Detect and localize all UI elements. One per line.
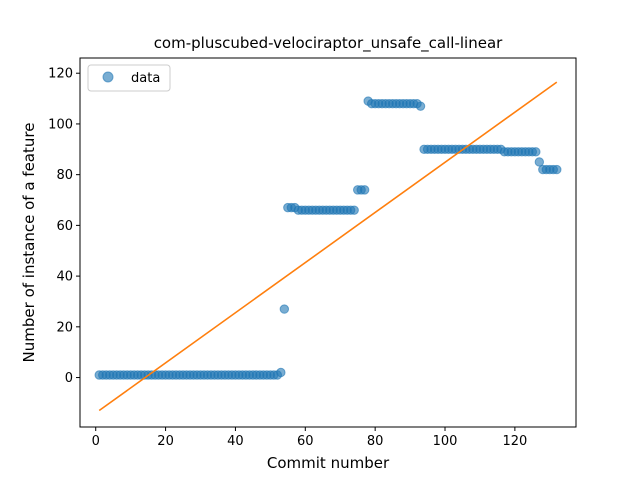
- y-axis-title: Number of instance of a feature: [20, 123, 38, 363]
- chart-title: com-pluscubed-velociraptor_unsafe_call-l…: [154, 34, 503, 53]
- legend-marker-data: [102, 71, 114, 83]
- y-tick-label: 60: [56, 219, 73, 234]
- data-point: [279, 304, 290, 314]
- x-tick-label: 20: [157, 434, 174, 449]
- x-tick-label: 100: [433, 434, 458, 449]
- axes: 0 20 40 60 80 100 120 0 20 40 60 80 100 120: [48, 67, 527, 449]
- legend-label-data: data: [131, 71, 160, 86]
- data-point: [534, 157, 545, 167]
- data-point: [276, 367, 286, 378]
- legend-box: [87, 64, 171, 92]
- y-tick-label: 0: [65, 371, 73, 386]
- plot-frame: [79, 57, 577, 428]
- data-point: [359, 185, 370, 195]
- y-tick-label: 100: [48, 117, 73, 132]
- data-point: [552, 164, 562, 175]
- x-tick-label: 120: [502, 434, 527, 449]
- data-point: [531, 147, 541, 157]
- x-axis-title: Commit number: [267, 454, 390, 472]
- y-tick-label: 20: [56, 320, 73, 335]
- x-tick-label: 60: [297, 434, 314, 449]
- legend: data: [87, 64, 171, 92]
- x-tick-label: 0: [92, 434, 100, 449]
- fit-line: [98, 81, 558, 412]
- y-tick-label: 40: [56, 270, 73, 285]
- data-point: [415, 101, 426, 111]
- data-point: [349, 205, 359, 215]
- y-tick-label: 120: [48, 67, 73, 82]
- x-tick-label: 80: [367, 434, 384, 449]
- data-marks: [94, 81, 562, 412]
- y-tick-label: 80: [56, 168, 73, 183]
- x-tick-label: 40: [227, 434, 244, 449]
